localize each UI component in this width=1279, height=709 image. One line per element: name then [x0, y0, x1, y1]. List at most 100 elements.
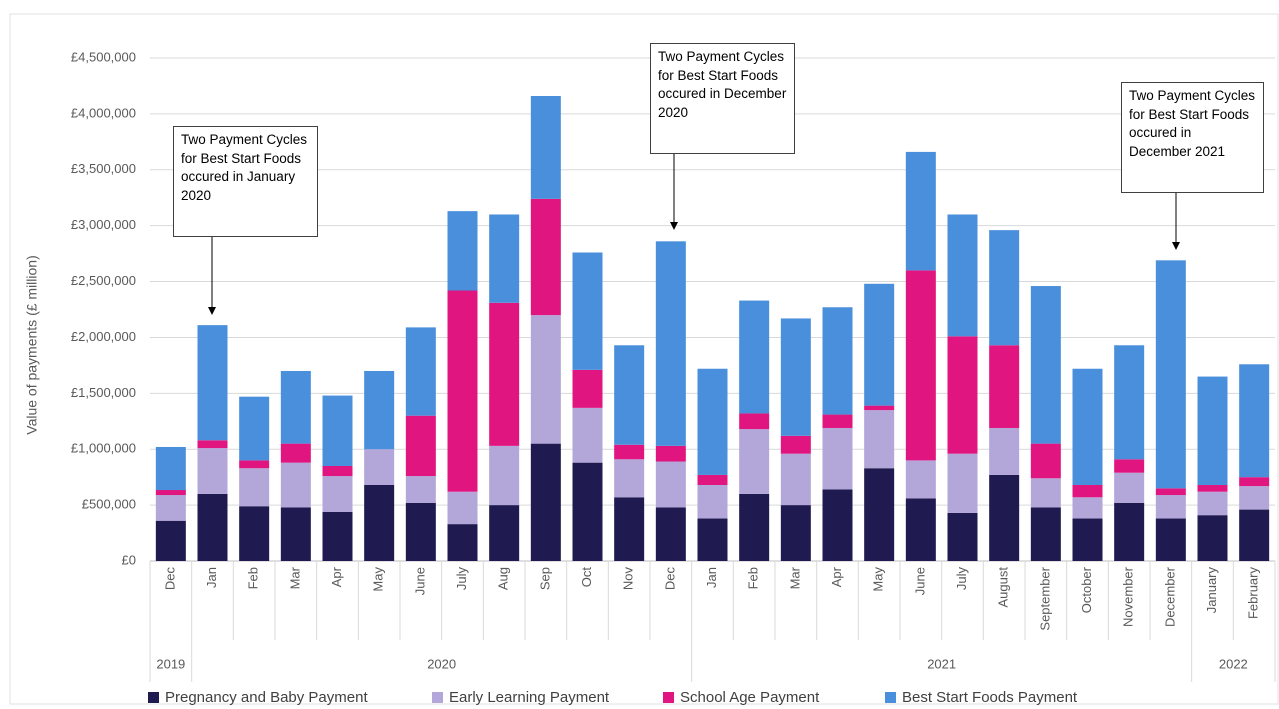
- annotation: Two Payment Cycles for Best Start Foods …: [173, 126, 318, 237]
- bar-segment: [1239, 486, 1270, 510]
- bar-segment: [739, 429, 770, 494]
- x-tick-label: June: [912, 567, 927, 595]
- bar-segment: [989, 345, 1020, 428]
- bar-segment: [614, 345, 645, 445]
- bar-segment: [697, 484, 728, 519]
- bar-segment: [780, 318, 811, 436]
- y-axis-label: Value of payments (£ million): [24, 255, 40, 434]
- bar-segment: [239, 468, 270, 507]
- bar-segment: [197, 325, 228, 441]
- bar-segment: [655, 507, 686, 561]
- arrow-head: [1172, 242, 1180, 250]
- bar-segment: [1239, 509, 1270, 561]
- y-tick-label: £4,000,000: [71, 105, 136, 120]
- legend-swatch: [148, 692, 159, 703]
- x-tick-label: Dec: [662, 567, 677, 591]
- x-tick-label: Sep: [537, 567, 552, 590]
- legend-label: School Age Payment: [680, 689, 820, 706]
- bar-segment: [1197, 515, 1228, 561]
- bar-segment: [1072, 484, 1103, 498]
- legend-swatch: [663, 692, 674, 703]
- bar-segment: [1197, 484, 1228, 492]
- bar-segment: [947, 512, 978, 561]
- bar-segment: [239, 396, 270, 461]
- bar-segment: [530, 443, 561, 561]
- bar-segment: [489, 214, 520, 303]
- bar-segment: [864, 410, 895, 469]
- bar-segment: [1030, 443, 1061, 479]
- bar-segment: [822, 489, 853, 561]
- bar-segment: [739, 300, 770, 414]
- bar-segment: [989, 427, 1020, 475]
- bar-segment: [197, 448, 228, 494]
- legend-label: Early Learning Payment: [449, 689, 610, 706]
- x-tick-label: May: [871, 567, 886, 592]
- annotation: Two Payment Cycles for Best Start Foods …: [650, 43, 795, 154]
- bar-segment: [989, 230, 1020, 346]
- bar-segment: [655, 241, 686, 446]
- x-tick-label: Mar: [287, 566, 302, 589]
- bar-segment: [1114, 459, 1145, 473]
- bar-segment: [280, 462, 311, 508]
- bar-segment: [489, 302, 520, 446]
- bar-segment: [1114, 472, 1145, 503]
- bar-segment: [405, 476, 436, 503]
- x-tick-label: November: [1121, 566, 1136, 627]
- y-tick-label: £2,500,000: [71, 273, 136, 288]
- y-tick-label: £1,500,000: [71, 385, 136, 400]
- group-label: 2021: [927, 656, 956, 671]
- bar-segment: [614, 459, 645, 498]
- bar-segment: [947, 336, 978, 454]
- x-tick-label: July: [454, 567, 469, 591]
- bar-segment: [155, 495, 186, 521]
- bar-segment: [322, 465, 353, 477]
- bar-segment: [739, 413, 770, 430]
- arrow-head: [670, 222, 678, 230]
- bar-segment: [1155, 260, 1186, 489]
- bar-segment: [489, 505, 520, 561]
- x-tick-label: Feb: [746, 567, 761, 589]
- arrow-head: [208, 307, 216, 315]
- annotation: Two Payment Cycles for Best Start Foods …: [1121, 82, 1264, 193]
- x-tick-label: Jan: [704, 567, 719, 588]
- bar-segment: [739, 493, 770, 561]
- bar-segment: [864, 283, 895, 406]
- bar-segment: [697, 474, 728, 485]
- bar-segment: [989, 474, 1020, 561]
- bar-segment: [822, 427, 853, 490]
- x-tick-label: Nov: [621, 567, 636, 591]
- bar-segment: [364, 484, 395, 561]
- bar-segment: [864, 405, 895, 411]
- x-tick-label: January: [1204, 567, 1219, 614]
- bar-segment: [905, 151, 936, 271]
- bar-segment: [447, 211, 478, 291]
- group-label: 2022: [1219, 656, 1248, 671]
- x-tick-label: June: [412, 567, 427, 595]
- bar-segment: [1030, 507, 1061, 561]
- x-tick-label: Apr: [829, 566, 844, 587]
- bar-segment: [1030, 478, 1061, 508]
- x-tick-label: Mar: [787, 566, 802, 589]
- bar-segment: [905, 498, 936, 561]
- bar-segment: [530, 96, 561, 199]
- bar-segment: [322, 395, 353, 466]
- bar-segment: [489, 445, 520, 506]
- bar-segment: [280, 370, 311, 444]
- bar-segment: [572, 252, 603, 370]
- x-tick-label: Feb: [246, 567, 261, 589]
- bar-segment: [1197, 491, 1228, 516]
- x-tick-label: October: [1079, 566, 1094, 613]
- bar-segment: [1155, 495, 1186, 519]
- bar-segment: [1072, 497, 1103, 519]
- bar-segment: [1114, 345, 1145, 460]
- bar-segment: [780, 435, 811, 454]
- y-tick-label: £500,000: [82, 497, 136, 512]
- x-tick-label: Jan: [204, 567, 219, 588]
- bar-segment: [780, 453, 811, 506]
- bar-segment: [155, 446, 186, 491]
- bar-segment: [364, 370, 395, 450]
- legend-label: Pregnancy and Baby Payment: [165, 689, 368, 706]
- x-tick-label: Dec: [162, 567, 177, 591]
- bar-segment: [405, 502, 436, 561]
- legend-label: Best Start Foods Payment: [902, 689, 1078, 706]
